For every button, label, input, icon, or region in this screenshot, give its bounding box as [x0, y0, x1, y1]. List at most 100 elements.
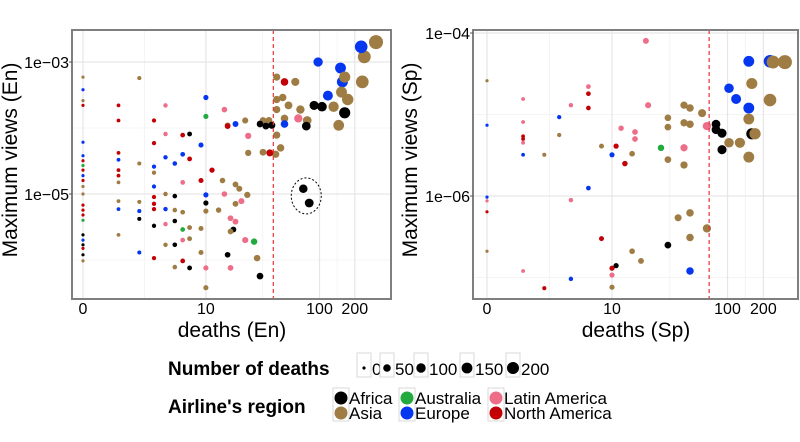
data-point-asia	[777, 55, 792, 70]
data-point-north-america	[599, 236, 604, 242]
data-point-north-america	[198, 177, 204, 184]
data-point-asia	[81, 99, 85, 103]
data-point-latin-america	[642, 37, 649, 44]
data-point-europe	[485, 195, 489, 199]
data-point-north-america	[116, 173, 121, 178]
data-point-latin-america	[163, 131, 168, 137]
data-point-europe	[280, 120, 289, 128]
data-point-latin-america	[568, 102, 574, 108]
region-legend-dot-asia	[334, 406, 348, 420]
data-point-latin-america	[221, 191, 228, 197]
data-point-asia	[215, 207, 222, 213]
data-point-australia	[81, 218, 85, 222]
data-point-north-america	[224, 123, 231, 129]
data-point-latin-america	[163, 221, 168, 227]
data-point-asia	[198, 249, 204, 256]
x-tick-label: 10	[197, 301, 215, 318]
data-point-asia	[81, 75, 85, 79]
data-point-north-america	[622, 160, 628, 167]
data-point-latin-america	[680, 144, 688, 152]
data-point-asia	[187, 225, 193, 231]
y-tick-label: 1e−04	[425, 26, 470, 43]
data-point-europe	[172, 161, 178, 166]
data-point-north-america	[266, 149, 274, 157]
data-point-latin-america	[203, 265, 209, 271]
y-axis-title: Maximum views (En)	[0, 63, 22, 258]
data-point-africa	[137, 216, 142, 221]
data-point-asia	[542, 152, 547, 157]
data-point-asia	[609, 284, 615, 290]
x-tick-label: 100	[714, 301, 741, 318]
data-point-asia	[698, 109, 707, 118]
data-point-asia	[341, 93, 354, 106]
data-point-asia	[151, 170, 157, 175]
data-point-africa	[81, 243, 85, 247]
data-point-asia	[81, 184, 85, 189]
data-point-asia	[664, 114, 672, 122]
region-legend-label: Latin America	[504, 389, 608, 408]
size-legend-dot	[362, 366, 366, 370]
data-point-north-america	[81, 168, 85, 172]
panel-border	[71, 29, 392, 300]
data-point-north-america	[521, 137, 526, 141]
data-point-asia	[629, 248, 635, 255]
data-point-africa	[304, 198, 314, 208]
data-point-africa	[151, 223, 157, 228]
x-axis-title: deaths (En)	[178, 319, 287, 342]
data-point-asia	[638, 257, 644, 264]
data-point-europe	[198, 142, 204, 148]
data-point-north-america	[180, 132, 186, 138]
data-point-asia	[557, 132, 562, 138]
data-point-europe	[116, 207, 121, 212]
axis-ticks: 0 10 100 200 1e−03 1e−05	[24, 55, 368, 318]
data-point-asia	[686, 104, 694, 112]
data-point-asia	[355, 75, 369, 89]
data-point-africa	[299, 184, 308, 194]
data-point-asia	[368, 35, 384, 50]
data-point-asia	[702, 224, 712, 233]
data-point-north-america	[81, 203, 85, 207]
data-point-africa	[262, 122, 270, 130]
data-point-asia	[116, 180, 121, 185]
data-point-north-america	[81, 213, 85, 217]
data-point-asia	[187, 236, 193, 242]
y-tick-label: 1e−03	[24, 55, 69, 72]
data-point-asia	[198, 225, 204, 232]
size-legend-dot	[506, 361, 520, 375]
data-point-asia	[81, 192, 85, 196]
data-point-europe	[313, 57, 323, 67]
data-point-north-america	[81, 246, 85, 250]
data-point-europe	[203, 94, 209, 101]
data-point-asia	[680, 101, 688, 109]
data-point-latin-america	[609, 272, 615, 278]
data-point-europe	[354, 40, 368, 54]
data-point-europe	[686, 267, 694, 275]
data-point-asia	[680, 161, 688, 169]
panel-background	[473, 30, 798, 299]
data-point-europe	[568, 276, 574, 282]
data-point-africa	[172, 242, 178, 248]
data-point-asia	[163, 191, 168, 197]
region-legend-dot-europe	[400, 406, 414, 420]
data-point-asia	[485, 79, 489, 83]
data-point-asia	[227, 228, 234, 235]
data-point-asia	[219, 177, 226, 184]
data-point-latin-america	[485, 199, 489, 203]
data-point-asia	[629, 150, 635, 157]
data-point-north-america	[151, 118, 157, 123]
data-point-europe	[485, 123, 489, 127]
data-point-africa	[717, 128, 727, 138]
data-point-europe	[743, 55, 755, 67]
data-point-latin-america	[245, 132, 252, 140]
data-point-north-america	[116, 103, 121, 108]
y-tick-label: 1e−05	[24, 187, 69, 204]
data-point-asia	[232, 181, 239, 188]
data-point-north-america	[151, 206, 157, 212]
x-tick-label: 200	[750, 301, 777, 318]
data-point-africa	[81, 233, 85, 237]
data-point-latin-america	[238, 198, 245, 205]
data-point-asia	[137, 76, 142, 81]
data-point-asia	[203, 285, 209, 291]
region-legend-label: Africa	[349, 389, 393, 408]
data-point-north-america	[151, 194, 157, 200]
